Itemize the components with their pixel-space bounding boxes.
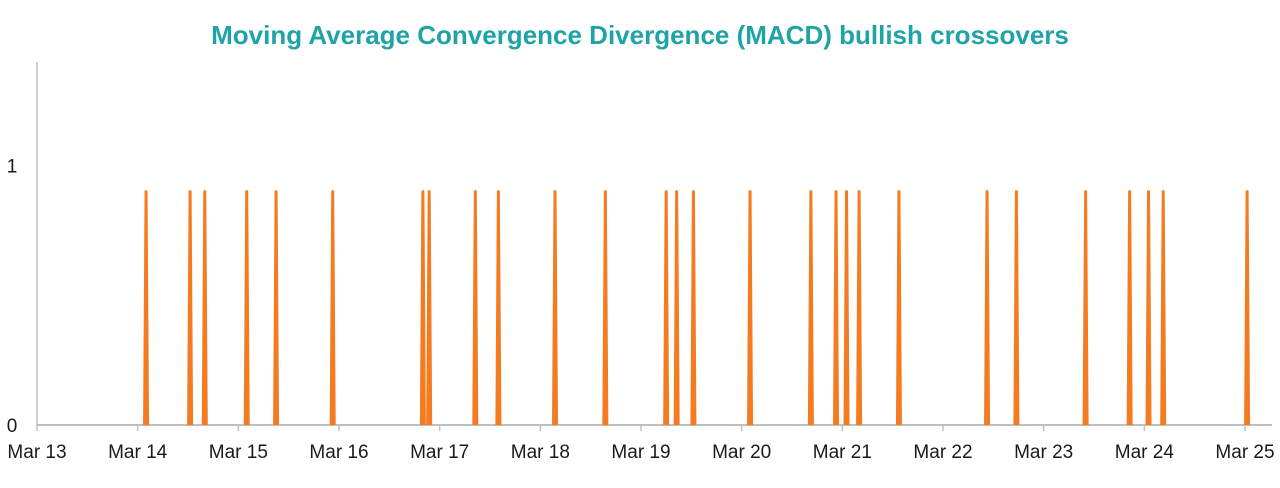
crossover-spike	[143, 190, 150, 426]
crossover-spike	[1126, 190, 1133, 426]
crossover-spike	[187, 190, 194, 426]
x-tick-label: Mar 19	[611, 442, 670, 463]
x-tick-label: Mar 23	[1014, 442, 1073, 463]
x-tick-label: Mar 17	[410, 442, 469, 463]
crossover-spike	[243, 190, 250, 426]
y-tick-label: 0	[7, 416, 18, 437]
crossover-spike	[329, 190, 336, 426]
x-tick-label: Mar 21	[813, 442, 872, 463]
crossover-spike	[273, 190, 280, 426]
x-tick-label: Mar 20	[712, 442, 771, 463]
crossover-spike	[552, 190, 559, 426]
crossover-spike	[690, 190, 697, 426]
crossover-spike	[984, 190, 991, 426]
crossover-spike	[1145, 190, 1152, 426]
x-tick-label: Mar 14	[108, 442, 168, 463]
x-tick-label: Mar 22	[913, 442, 972, 463]
crossover-spike	[602, 190, 609, 426]
x-tick-label: Mar 16	[309, 442, 368, 463]
crossover-spike	[856, 190, 863, 426]
crossover-spike	[1244, 190, 1251, 426]
y-tick-labels: 01	[7, 157, 18, 437]
crossover-spike	[419, 190, 426, 426]
x-tick-label: Mar 15	[209, 442, 268, 463]
crossover-spike	[807, 190, 814, 426]
crossover-spike	[1082, 190, 1089, 426]
crossover-spike	[663, 190, 670, 426]
crossover-spike	[895, 190, 902, 426]
chart-title: Moving Average Convergence Divergence (M…	[211, 20, 1069, 50]
crossover-spike	[201, 190, 208, 426]
crossover-series	[143, 190, 1251, 426]
crossover-spike	[747, 190, 754, 426]
crossover-spike	[426, 190, 433, 426]
x-tick-label: Mar 18	[511, 442, 570, 463]
y-tick-label: 1	[7, 157, 18, 178]
crossover-spike	[843, 190, 850, 426]
crossover-spike	[495, 190, 502, 426]
crossover-spike	[833, 190, 840, 426]
x-axis-ticks: Mar 13 Mar 14 Mar 15 Mar 16 Mar 17 Mar 18 Mar …	[7, 425, 1275, 463]
x-tick-label: Mar 24	[1115, 442, 1175, 463]
crossover-spike	[1013, 190, 1020, 426]
x-tick-label: Mar 13	[7, 442, 66, 463]
crossover-spike	[673, 190, 680, 426]
crossover-spike	[472, 190, 479, 426]
crossover-spike	[1160, 190, 1167, 426]
x-tick-label: Mar 25	[1215, 442, 1274, 463]
